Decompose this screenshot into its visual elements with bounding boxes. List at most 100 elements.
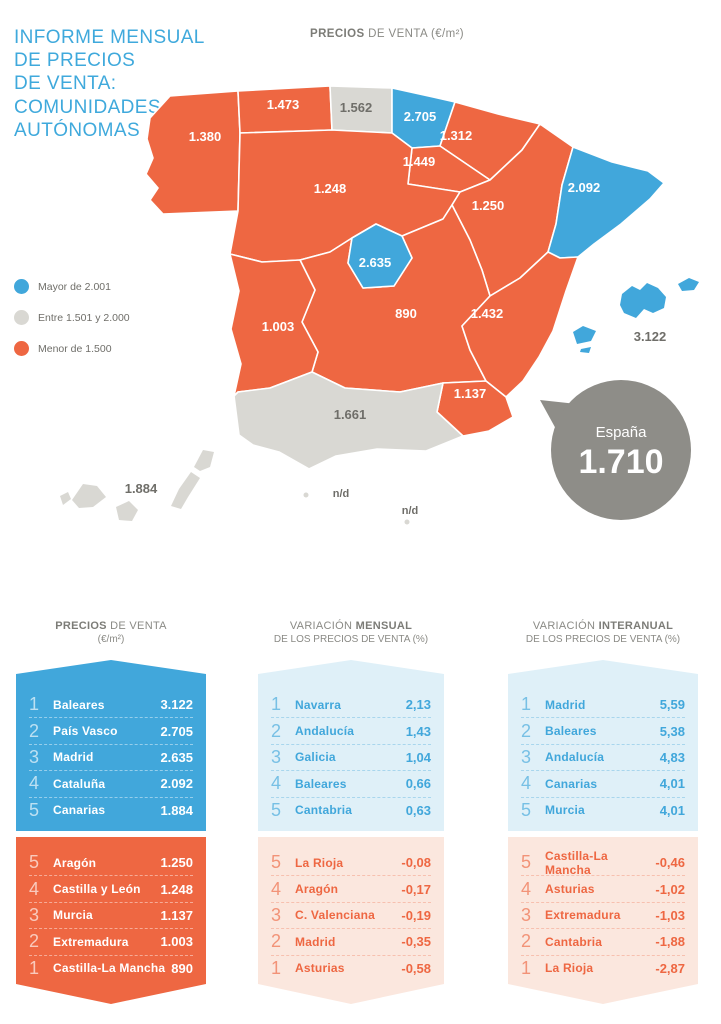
table-row: 5 Canarias 1.884 — [29, 798, 193, 823]
region-galicia — [145, 90, 241, 215]
table-row: 3 Extremadura -1,03 — [521, 903, 685, 929]
map-header: PRECIOS DE VENTA (€/m²) — [310, 28, 464, 40]
table-row: 5 La Rioja -0,08 — [271, 850, 431, 876]
table-row: 2 Baleares 5,38 — [521, 718, 685, 745]
rank: 1 — [521, 694, 532, 715]
top5-box: 1 Baleares 3.122 2 País Vasco 2.705 3 Madrid 2… — [16, 660, 206, 831]
value: 5,38 — [659, 723, 685, 739]
rank: 3 — [29, 904, 40, 925]
map-legend: Mayor de 2.001 Entre 1.501 y 2.000 Menor… — [14, 271, 130, 364]
bottom5-box: 5 Aragón 1.250 4 Castilla y León 1.248 3 Murc… — [16, 837, 206, 1004]
region-name: Navarra — [295, 697, 342, 712]
value: 5,59 — [659, 697, 685, 713]
rank: 1 — [271, 957, 282, 978]
region-name: Madrid — [53, 750, 94, 765]
legend-swatch-orange-icon — [14, 341, 29, 356]
label-canarias: 1.884 — [125, 481, 158, 496]
value: -0,17 — [401, 881, 431, 897]
espana-average-bubble: España 1.710 — [540, 380, 691, 520]
value: 0,66 — [405, 776, 431, 792]
value: 2,13 — [405, 697, 431, 713]
region-name: Murcia — [545, 803, 585, 818]
rank: 3 — [521, 904, 532, 925]
value: -2,87 — [655, 960, 685, 976]
table-row: 1 Baleares 3.122 — [29, 692, 193, 719]
table-row: 3 C. Valenciana -0,19 — [271, 903, 431, 929]
region-name: Murcia — [53, 908, 93, 923]
value: -0,19 — [401, 907, 431, 923]
table-row: 1 Asturias -0,58 — [271, 956, 431, 981]
legend-label: Menor de 1.500 — [38, 342, 112, 355]
region-name: Cantabria — [295, 803, 353, 818]
region-name: Cantabria — [545, 934, 603, 949]
rank: 5 — [521, 852, 532, 873]
legend-swatch-blue-icon — [14, 279, 29, 294]
rank: 3 — [29, 746, 40, 767]
table-header-line1: VARIACIÓN INTERANUAL — [508, 620, 698, 632]
map-header-bold: PRECIOS — [310, 28, 365, 40]
espana-value: 1.710 — [578, 443, 663, 481]
table-row: 2 Andalucía 1,43 — [271, 718, 431, 745]
table-row: 4 Cataluña 2.092 — [29, 771, 193, 798]
value: 890 — [171, 960, 193, 976]
value: 1.250 — [160, 855, 193, 871]
legend-label: Mayor de 2.001 — [38, 280, 111, 293]
value: -0,58 — [401, 960, 431, 976]
region-name: Canarias — [53, 803, 106, 818]
region-name: Extremadura — [545, 908, 621, 923]
top5-box: 1 Navarra 2,13 2 Andalucía 1,43 3 Galicia 1,04… — [258, 660, 444, 831]
rank: 5 — [521, 799, 532, 820]
rank: 2 — [521, 720, 532, 741]
title-line: COMUNIDADES — [14, 96, 161, 118]
rank: 4 — [521, 878, 532, 899]
bottom5-box: 5 La Rioja -0,08 4 Aragón -0,17 3 C. Valencia… — [258, 837, 444, 1004]
region-name: Madrid — [545, 697, 586, 712]
table-row: 1 Madrid 5,59 — [521, 692, 685, 719]
rank: 4 — [271, 773, 282, 794]
region-name: Andalucía — [545, 750, 605, 765]
label-aragon: 1.250 — [472, 198, 505, 213]
rank: 1 — [271, 694, 282, 715]
page-title: INFORME MENSUAL DE PRECIOS DE VENTA: COM… — [14, 26, 205, 142]
table-header: VARIACIÓN INTERANUAL DE LOS PRECIOS DE V… — [508, 620, 698, 660]
value: 2.705 — [160, 723, 193, 739]
legend-label: Entre 1.501 y 2.000 — [38, 311, 130, 324]
title-line: DE PRECIOS — [14, 50, 136, 72]
label-madrid: 2.635 — [359, 255, 392, 270]
label-extremadura: 1.003 — [262, 319, 295, 334]
value: 1,43 — [405, 723, 431, 739]
region-name: Baleares — [53, 697, 105, 712]
region-name: C. Valenciana — [295, 908, 375, 923]
rank: 5 — [271, 799, 282, 820]
bottom5-box: 5 Castilla-La Mancha -0,46 4 Asturias -1,02 … — [508, 837, 698, 1004]
table-row: 4 Asturias -1,02 — [521, 876, 685, 902]
value: 0,63 — [405, 802, 431, 818]
rank: 5 — [271, 852, 282, 873]
rank: 1 — [29, 957, 40, 978]
dot-ceuta — [303, 492, 309, 498]
rank: 1 — [521, 957, 532, 978]
table-header-line2: (€/m²) — [97, 634, 125, 645]
table-header-line2: DE LOS PRECIOS DE VENTA (%) — [525, 634, 681, 645]
label-navarra: 1.312 — [440, 128, 473, 143]
legend-item-menor: Menor de 1.500 — [14, 333, 130, 364]
label-murcia: 1.137 — [454, 386, 487, 401]
espana-label: España — [596, 424, 648, 441]
region-name: Asturias — [545, 882, 595, 897]
value: -1,88 — [655, 934, 685, 950]
island-gran-canaria — [116, 501, 138, 521]
table-header-line1: PRECIOS DE VENTA — [16, 620, 206, 632]
region-c-valenciana — [461, 251, 579, 398]
value: 2.635 — [160, 749, 193, 765]
region-name: Canarias — [545, 776, 598, 791]
table-row: 3 Andalucía 4,83 — [521, 745, 685, 772]
table-header-line1: VARIACIÓN MENSUAL — [258, 620, 444, 632]
table-row: 5 Aragón 1.250 — [29, 850, 193, 876]
table-variacion-mensual: VARIACIÓN MENSUAL DE LOS PRECIOS DE VENT… — [258, 620, 444, 1004]
rank: 2 — [29, 931, 40, 952]
table-row: 4 Canarias 4,01 — [521, 771, 685, 798]
region-name: La Rioja — [545, 961, 594, 976]
value: -1,02 — [655, 881, 685, 897]
top5-box: 1 Madrid 5,59 2 Baleares 5,38 3 Andalucía 4,83… — [508, 660, 698, 831]
